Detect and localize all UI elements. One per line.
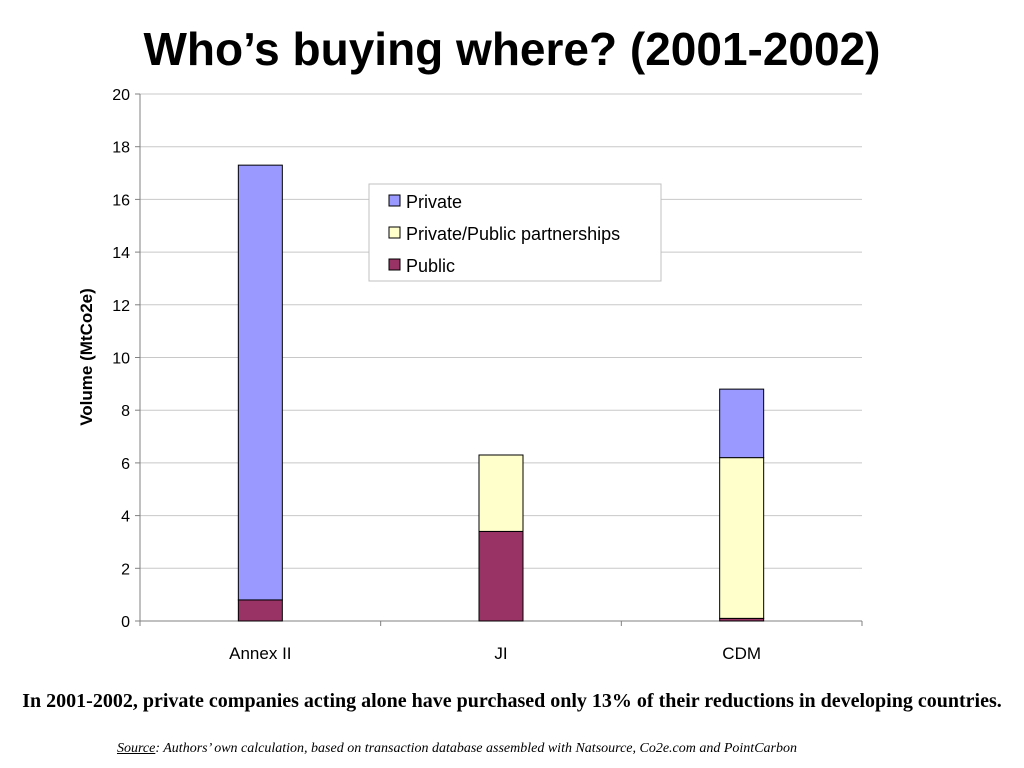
legend-swatch <box>388 194 401 207</box>
y-tick-label: 2 <box>121 561 130 578</box>
source-label: Source <box>116 741 156 756</box>
bar-segment-public <box>478 530 524 622</box>
bars <box>237 164 765 622</box>
bar-segment-private-public-partnerships <box>478 454 524 532</box>
y-tick-label: 16 <box>112 192 130 209</box>
bar-segment-private <box>237 164 283 601</box>
y-tick-label: 8 <box>121 403 130 420</box>
source-text: : Authors’ own calculation, based on tra… <box>155 741 797 756</box>
source-note: Source: Authors’ own calculation, based … <box>0 741 914 757</box>
stacked-bar-chart: 0 2 4 6 8 10 12 14 16 18 20 Annex II JI CDM Volume (… <box>77 87 863 663</box>
caption: In 2001-2002, private companies acting a… <box>22 690 1002 712</box>
legend: Private Private/Public partnerships Public <box>368 183 662 282</box>
y-tick-label: 6 <box>121 456 130 473</box>
y-tick-label: 0 <box>121 614 130 631</box>
bar-segment-public <box>237 599 283 622</box>
legend-box <box>368 183 662 282</box>
legend-label: Public <box>406 256 455 276</box>
y-tick-label: 10 <box>112 351 130 368</box>
legend-swatch <box>388 226 401 239</box>
x-category-label: JI <box>494 644 507 663</box>
y-tick-label: 12 <box>112 298 130 315</box>
chart-title: Who’s buying where? (2001-2002) <box>143 23 881 75</box>
bar-segment-private <box>719 388 765 459</box>
x-category-label: CDM <box>722 644 761 663</box>
bar-segment-private-public-partnerships <box>719 457 765 619</box>
y-tick-label: 20 <box>112 87 130 104</box>
x-category-label: Annex II <box>229 644 291 663</box>
legend-swatch <box>388 258 401 271</box>
x-category-labels: Annex II JI CDM <box>229 644 761 663</box>
legend-label: Private <box>406 192 462 212</box>
y-tick-label: 18 <box>112 140 130 157</box>
y-axis-label: Volume (MtCo2e) <box>77 288 96 426</box>
y-tick-labels: 0 2 4 6 8 10 12 14 16 18 20 <box>112 87 130 631</box>
legend-label: Private/Public partnerships <box>406 224 620 244</box>
y-tick-label: 4 <box>121 509 130 526</box>
y-tick-label: 14 <box>112 245 130 262</box>
